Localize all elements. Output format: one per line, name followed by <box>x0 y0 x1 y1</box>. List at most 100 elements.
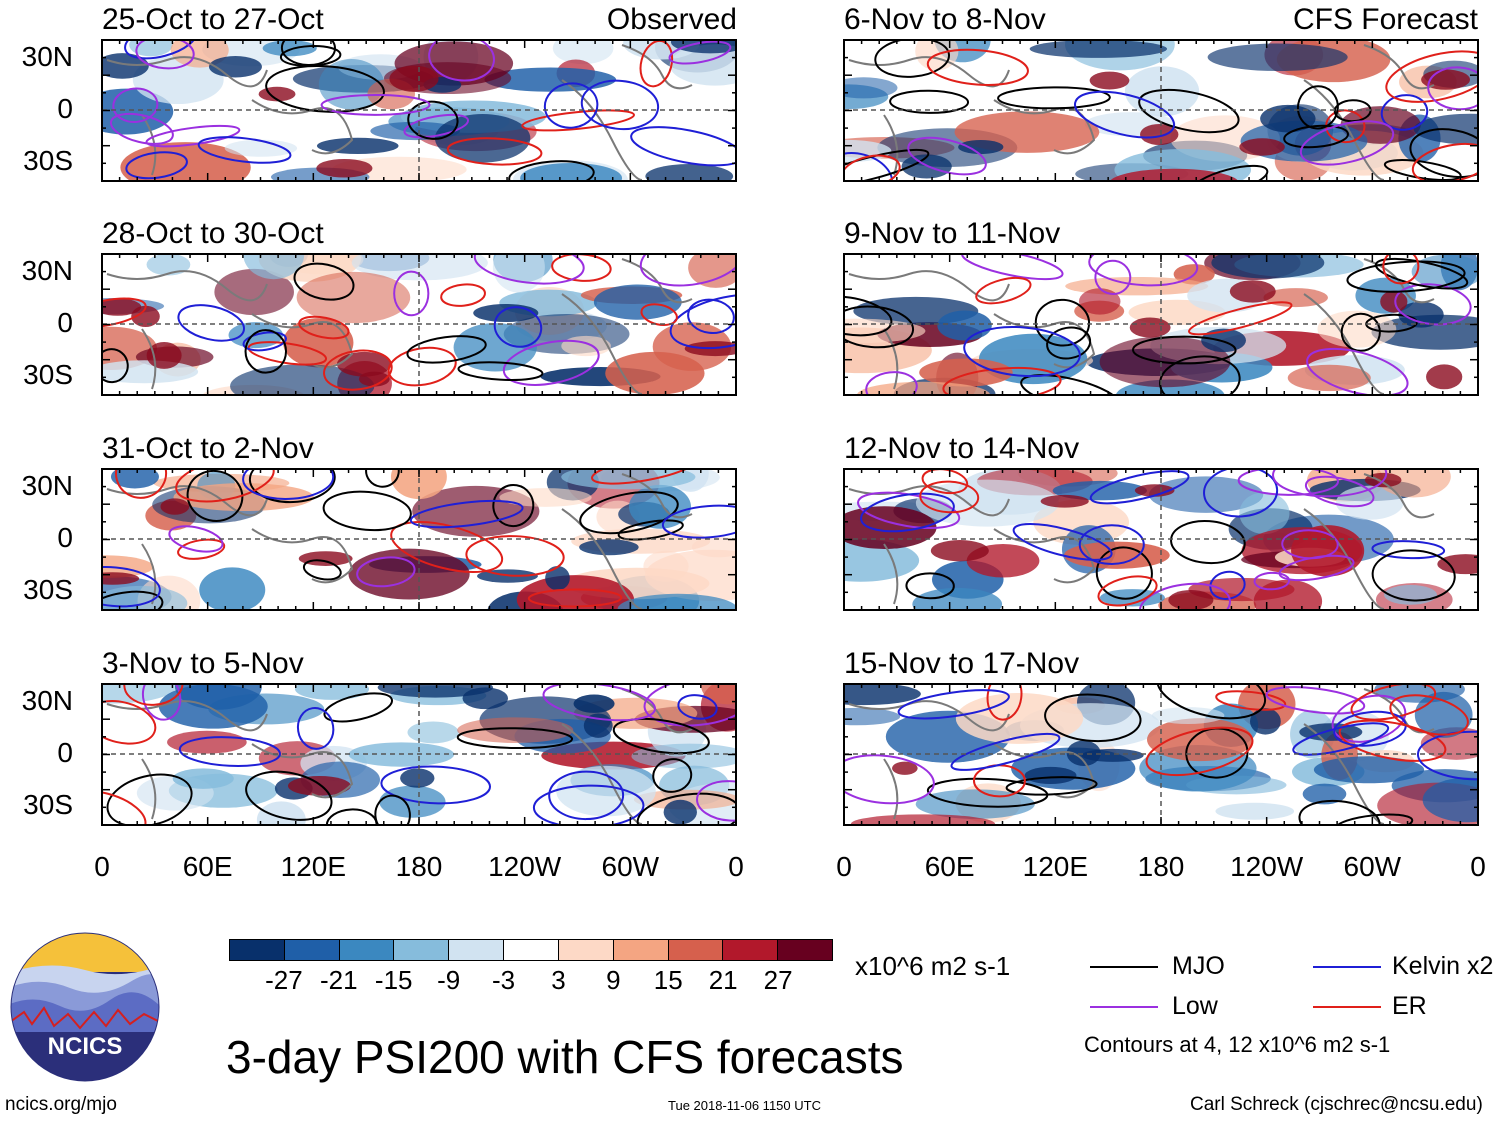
wave-contour <box>112 87 159 123</box>
wave-contour <box>247 341 328 366</box>
wave-contour <box>963 326 1081 378</box>
wave-contour <box>1346 260 1466 293</box>
anomaly-shading <box>318 59 385 110</box>
anomaly-core <box>1089 71 1130 90</box>
wave-contour <box>844 154 901 181</box>
anomaly-core <box>579 539 639 556</box>
wave-contour <box>1292 722 1390 756</box>
panel-date-left-1: 28-Oct to 30-Oct <box>102 217 324 250</box>
anomaly-shading <box>316 137 399 155</box>
wave-contour <box>630 126 736 167</box>
wave-contour <box>323 349 393 391</box>
coastline <box>106 270 268 302</box>
wave-contour <box>668 40 732 65</box>
wave-contour <box>527 588 623 608</box>
wave-contour <box>636 792 736 825</box>
anomaly-shading <box>844 506 937 549</box>
lon-label-right: 0 <box>1470 851 1486 882</box>
anomaly-shading <box>1239 492 1290 535</box>
anomaly-core <box>160 498 190 515</box>
map-panel-left-0 <box>101 39 737 182</box>
wave-contour <box>591 469 697 485</box>
wave-contour <box>320 93 431 116</box>
wave-contour <box>1299 120 1395 166</box>
anomaly-shading <box>348 548 470 600</box>
wave-contour <box>1416 730 1478 781</box>
wave-contour <box>177 538 226 560</box>
lon-label-left: 0 <box>728 851 744 882</box>
coastline <box>251 313 354 369</box>
wave-contour <box>1094 259 1132 295</box>
colorbar-tick-label: 21 <box>708 965 738 995</box>
anomaly-core <box>102 298 142 316</box>
wave-contour <box>502 339 600 386</box>
wave-contour <box>102 348 129 384</box>
wave-contour <box>109 112 174 145</box>
anomaly-core <box>1398 301 1444 328</box>
anomaly-shading <box>146 254 191 276</box>
anomaly-shading <box>110 469 159 489</box>
anomaly-core <box>298 551 353 566</box>
lon-label-right: 60W <box>1343 851 1402 882</box>
contours-note: Contours at 4, 12 x10^6 m2 s-1 <box>1084 1032 1391 1057</box>
panel-date-right-1: 9-Nov to 11-Nov <box>844 217 1061 250</box>
coastline <box>621 44 693 90</box>
wave-contour <box>975 276 1032 305</box>
map-panel-left-3 <box>101 683 737 826</box>
kelvin-legend-line <box>1313 966 1381 968</box>
coastline <box>848 56 1010 88</box>
wave-contour <box>145 124 241 148</box>
wave-contour <box>242 469 335 500</box>
wave-contour <box>897 689 1010 720</box>
panel-date-right-0: 6-Nov to 8-Nov <box>844 3 1046 36</box>
wave-contour <box>296 706 335 750</box>
coastline <box>561 508 643 610</box>
anomaly-shading <box>390 469 447 500</box>
wave-contour <box>1132 335 1237 365</box>
lat-label: 30S <box>23 574 73 605</box>
anomaly-shading <box>670 40 736 54</box>
logo-text: NCICS <box>48 1033 123 1060</box>
coastline <box>848 485 1010 517</box>
coastline <box>1363 473 1435 519</box>
anomaly-core <box>400 768 435 788</box>
wave-contour <box>643 684 736 727</box>
wave-contour <box>403 113 470 139</box>
lon-label-right: 180 <box>1137 851 1185 882</box>
coastline <box>561 79 643 181</box>
coastline <box>883 328 899 390</box>
wave-contour <box>1138 88 1240 134</box>
wave-contour <box>456 727 574 750</box>
wave-contour <box>1283 124 1349 149</box>
wave-contour <box>1371 549 1456 602</box>
lat-label: 30S <box>23 145 73 176</box>
anomaly-shading <box>294 684 370 700</box>
coastline <box>251 528 354 584</box>
anomaly-shading <box>1215 802 1295 820</box>
footer-site: ncics.org/mjo <box>5 1094 117 1115</box>
wave-contour <box>102 566 161 608</box>
coastline <box>251 743 354 799</box>
wave-contour <box>844 152 894 181</box>
colorbar-tick-label: 3 <box>551 965 566 995</box>
wave-contour <box>446 137 543 166</box>
anomaly-core <box>462 687 509 710</box>
coastline <box>993 743 1096 799</box>
wave-contour <box>1237 469 1340 496</box>
anomaly-core <box>336 351 392 377</box>
anomaly-core <box>1260 104 1316 133</box>
lon-label-left: 120W <box>488 851 562 882</box>
anomaly-shading <box>492 254 545 293</box>
wave-contour <box>1005 776 1098 796</box>
wave-contour <box>1272 469 1388 498</box>
anomaly-shading <box>1291 525 1365 577</box>
anomaly-shading <box>102 360 199 384</box>
wave-contour <box>102 789 147 825</box>
anomaly-shading <box>631 743 736 769</box>
lon-label-left: 120E <box>280 851 347 882</box>
colorbar-box <box>668 940 724 960</box>
wave-contour <box>197 136 292 164</box>
wave-contour <box>356 556 416 588</box>
anomaly-shading <box>1151 707 1225 725</box>
wave-contour <box>428 40 495 82</box>
